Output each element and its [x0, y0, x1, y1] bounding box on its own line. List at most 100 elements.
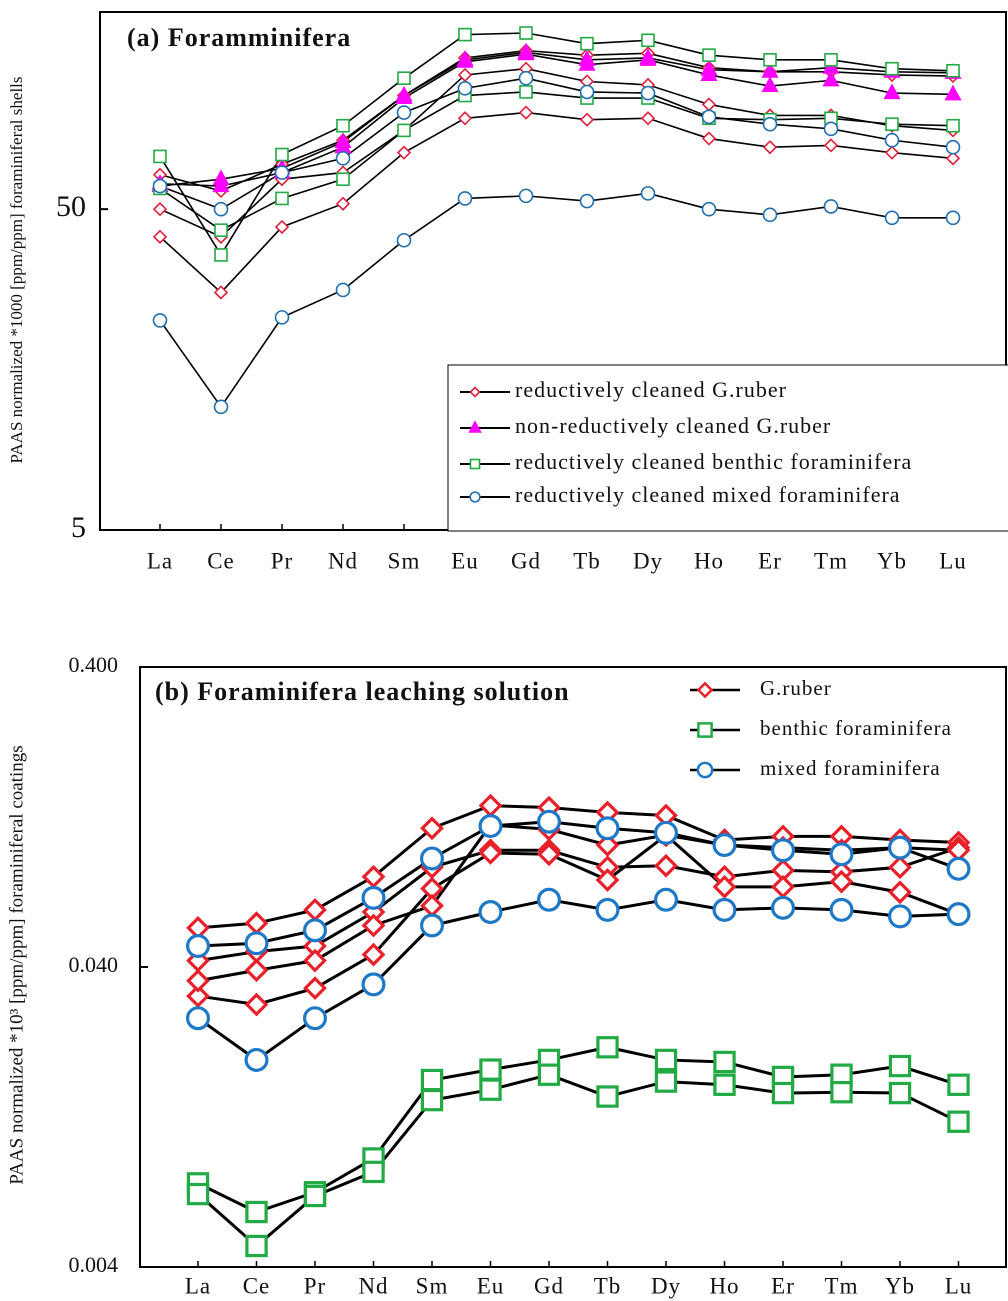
- x-tick-label: La: [147, 548, 173, 573]
- marker-triangle: [456, 52, 474, 68]
- x-tick-label: La: [185, 1273, 211, 1298]
- y-axis-label: PAAS normalized *10³ [ppm/ppm] foraminif…: [6, 745, 27, 1184]
- marker-circle: [945, 210, 961, 226]
- marker-circle: [595, 897, 620, 922]
- marker-circle: [335, 151, 351, 166]
- marker-circle: [518, 70, 534, 86]
- y-axis-label: PAAS normalized *1000 [ppm/ppm] foramini…: [7, 76, 26, 463]
- y-tick-label: 0.004: [69, 1252, 119, 1277]
- y-tick-label: 0.040: [69, 952, 119, 977]
- x-tick-label: Pr: [271, 548, 293, 573]
- marker-circle: [152, 313, 168, 328]
- legend-marker: [696, 761, 714, 779]
- marker-square: [214, 248, 228, 262]
- marker-circle: [518, 188, 534, 204]
- series-line: [159, 91, 954, 232]
- marker-diamond: [701, 97, 717, 112]
- marker-circle: [946, 856, 971, 881]
- marker-square: [397, 123, 411, 138]
- marker-triangle: [517, 44, 535, 61]
- marker-square: [947, 1073, 970, 1096]
- marker-circle: [361, 972, 386, 997]
- legend-marker: [469, 458, 481, 470]
- marker-circle: [640, 85, 656, 101]
- marker-square: [336, 172, 350, 186]
- marker-square: [596, 1085, 619, 1108]
- x-tick-label: Er: [771, 1273, 795, 1298]
- marker-square: [458, 27, 472, 42]
- marker-circle: [945, 139, 961, 155]
- marker-circle: [274, 310, 290, 325]
- marker-diamond: [303, 976, 327, 1001]
- marker-square: [771, 1081, 795, 1105]
- marker-triangle: [639, 50, 657, 66]
- marker-diamond: [823, 138, 839, 153]
- marker-circle: [244, 1047, 269, 1072]
- marker-diamond: [945, 151, 961, 166]
- marker-circle: [640, 186, 656, 201]
- marker-square: [519, 26, 533, 40]
- marker-circle: [536, 809, 561, 834]
- marker-circle: [712, 897, 737, 922]
- marker-diamond: [701, 131, 717, 146]
- x-tick-label: Pr: [304, 1273, 326, 1298]
- x-tick-label: Er: [758, 548, 782, 573]
- marker-diamond: [303, 948, 327, 973]
- marker-square: [713, 1050, 736, 1074]
- marker-circle: [946, 902, 971, 927]
- marker-circle: [701, 109, 717, 125]
- series-line: [159, 111, 954, 294]
- marker-circle: [770, 895, 795, 920]
- series-line: [159, 51, 954, 187]
- marker-diamond: [361, 942, 386, 967]
- x-tick-label: Nd: [358, 1273, 388, 1298]
- marker-circle: [303, 1006, 328, 1031]
- legend-box: [447, 364, 1008, 532]
- chart-title: (a) Foramminifera: [127, 23, 351, 52]
- series-line: [159, 192, 953, 409]
- marker-square: [397, 71, 411, 85]
- x-tick-label: Tm: [825, 1273, 859, 1298]
- marker-circle: [213, 399, 229, 415]
- marker-diamond: [244, 992, 269, 1017]
- marker-square: [275, 191, 289, 206]
- marker-square: [519, 85, 533, 99]
- marker-triangle: [883, 83, 901, 100]
- legend-label: reductively cleaned benthic foraminifera: [515, 449, 912, 474]
- marker-circle: [186, 933, 211, 958]
- marker-square: [885, 117, 899, 131]
- marker-diamond: [654, 853, 678, 878]
- marker-diamond: [579, 112, 595, 127]
- marker-diamond: [888, 855, 912, 880]
- x-tick-label: Yb: [885, 1273, 915, 1298]
- marker-square: [947, 1110, 970, 1133]
- marker-diamond: [595, 833, 620, 857]
- x-tick-label: Yb: [877, 548, 907, 573]
- marker-square: [888, 1054, 912, 1078]
- marker-diamond: [762, 140, 778, 155]
- marker-square: [654, 1070, 678, 1093]
- marker-circle: [887, 904, 912, 929]
- marker-diamond: [244, 911, 269, 936]
- marker-circle: [396, 105, 412, 120]
- marker-circle: [478, 814, 503, 839]
- marker-diamond: [888, 880, 912, 905]
- marker-square: [641, 33, 655, 48]
- marker-square: [336, 118, 350, 133]
- marker-square: [420, 1088, 444, 1112]
- marker-diamond: [457, 67, 473, 83]
- y-tick-label: 0.400: [69, 652, 119, 677]
- marker-circle: [335, 282, 351, 298]
- x-tick-label: Tm: [814, 548, 848, 573]
- marker-square: [245, 1200, 268, 1224]
- y-tick-label: 50: [56, 190, 86, 223]
- marker-circle: [653, 820, 678, 845]
- marker-diamond: [537, 842, 561, 867]
- marker-circle: [823, 199, 839, 214]
- marker-circle: [396, 232, 412, 248]
- marker-square: [946, 63, 960, 78]
- marker-square: [479, 1078, 502, 1101]
- marker-diamond: [244, 958, 269, 983]
